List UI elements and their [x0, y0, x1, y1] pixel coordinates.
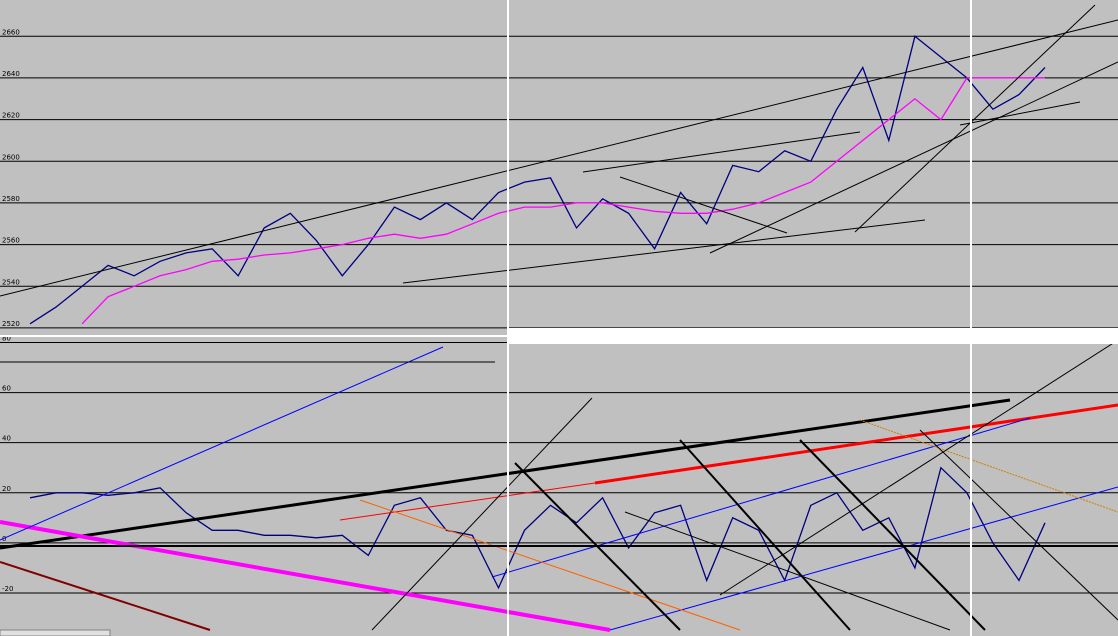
series-line	[29, 35, 1046, 325]
trend-line	[859, 419, 1118, 513]
trend-line	[0, 561, 211, 631]
y-tick-label: 80	[2, 335, 11, 343]
y-tick-label: 2640	[2, 70, 20, 78]
y-tick-label: 2600	[2, 153, 20, 161]
trend-line	[402, 219, 926, 284]
trend-line	[799, 439, 986, 631]
y-tick-label: 40	[2, 435, 11, 443]
series-line	[81, 77, 1045, 325]
y-tick-label: 2660	[2, 28, 20, 36]
sheet-tabs[interactable]	[0, 629, 111, 636]
y-tick-label: 20	[2, 485, 11, 493]
series-line	[29, 466, 1046, 590]
trend-line	[959, 101, 1081, 126]
trend-line	[594, 403, 1118, 485]
y-tick-label: 2580	[2, 195, 20, 203]
trend-line	[609, 486, 1118, 631]
y-tick-label: -20	[2, 585, 13, 593]
y-tick-label: 0	[2, 535, 6, 543]
trend-line	[359, 499, 741, 631]
y-tick-label: 2560	[2, 237, 20, 245]
trend-line	[679, 439, 851, 631]
trend-line	[0, 19, 1118, 297]
trend-line	[719, 339, 1118, 596]
y-tick-label: 2620	[2, 112, 20, 120]
trend-line	[854, 4, 1096, 233]
trend-lines	[0, 4, 1118, 632]
trend-line	[709, 61, 1118, 254]
plots: 2520 2540 2560 2580 2600 2620 2640 2660 -20 0 20 40…	[0, 28, 1118, 594]
y-tick-label: 2540	[2, 278, 20, 286]
y-tick-label: 60	[2, 385, 11, 393]
y-tick-label: 2520	[2, 320, 20, 328]
trend-line	[619, 176, 788, 234]
trend-line	[491, 417, 1031, 578]
trend-line	[371, 397, 593, 631]
trend-line	[624, 511, 951, 631]
trend-line	[0, 346, 444, 541]
trend-line	[339, 482, 596, 521]
trend-line	[0, 398, 1011, 550]
trend-line	[919, 429, 1118, 621]
trend-line	[582, 131, 861, 173]
